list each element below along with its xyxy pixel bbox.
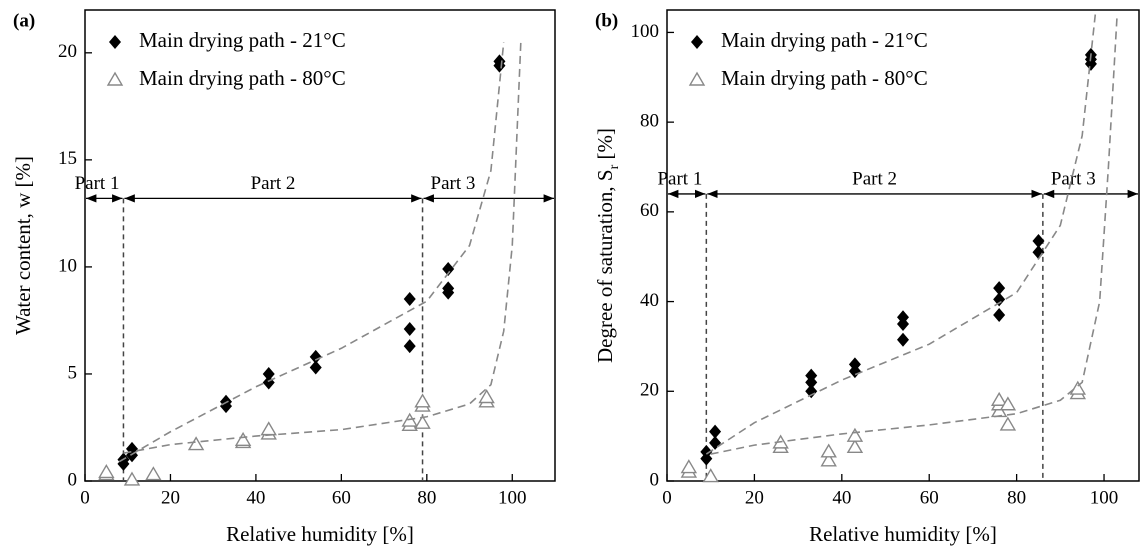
x-axis-label: Relative humidity [%] (226, 522, 414, 546)
panel: 0 20 40 60 80 100 0 5 10 15 20 Relative humidity [%… (11, 9, 556, 546)
fit-curve (118, 42, 505, 463)
point (993, 308, 1006, 323)
x-axis-label: Relative humidity [%] (809, 522, 997, 546)
y-tick-label: 0 (650, 469, 660, 490)
y-tick-label: 100 (631, 21, 660, 42)
point (700, 444, 713, 459)
x-tick-label: 60 (920, 487, 939, 508)
y-tick-label: 20 (640, 380, 659, 401)
point (403, 292, 416, 307)
point (123, 471, 141, 486)
point (805, 384, 818, 399)
point (414, 393, 431, 408)
point (260, 421, 277, 436)
point (702, 468, 719, 483)
legend-marker (691, 35, 703, 49)
y-tick-label: 20 (58, 41, 77, 62)
point (820, 452, 837, 467)
point (897, 332, 909, 347)
y-tick-label: 60 (640, 200, 659, 221)
legend-label: Main drying path - 21°C (139, 28, 346, 52)
point (414, 414, 431, 429)
y-axis-label-part: Degree of saturation, S (593, 169, 617, 363)
point (187, 436, 205, 451)
point (820, 443, 837, 458)
part-label: Part 3 (431, 173, 476, 194)
x-tick-label: 80 (1007, 487, 1026, 508)
point (846, 427, 864, 442)
point (234, 431, 252, 447)
x-tick-label: 100 (498, 487, 527, 508)
point (403, 339, 416, 354)
part-label: Part 1 (75, 173, 120, 194)
y-axis-label-part: r (607, 164, 622, 169)
y-tick-label: 80 (640, 111, 659, 132)
point (993, 292, 1006, 307)
point (805, 368, 818, 383)
point (680, 459, 698, 474)
point (493, 54, 506, 69)
panel: 0 20 40 60 80 100 0 20 40 60 80 100 Relative humidit… (593, 9, 1140, 546)
point (478, 389, 495, 404)
legend-label: Main drying path - 80°C (721, 66, 928, 90)
point (403, 321, 416, 336)
point (1032, 234, 1045, 249)
point (309, 360, 322, 375)
point (897, 310, 909, 325)
point (999, 396, 1017, 411)
legend-marker (688, 71, 706, 86)
y-axis-label-part: [%] (593, 128, 617, 165)
point (145, 466, 162, 481)
part-label: Part 1 (657, 168, 702, 189)
legend-label: Main drying path - 21°C (721, 28, 928, 52)
point (262, 366, 275, 381)
point (999, 416, 1017, 431)
x-tick-label: 60 (332, 487, 351, 508)
plot-frame (84, 9, 556, 482)
point (993, 281, 1006, 296)
fit-curve (123, 42, 522, 454)
y-tick-label: 10 (58, 255, 77, 276)
point (709, 424, 722, 439)
x-tick-label: 100 (1090, 487, 1119, 508)
x-tick-label: 80 (417, 487, 436, 508)
point (442, 281, 455, 296)
point (1069, 380, 1087, 395)
y-axis-label-part: Water content, w [%] (11, 156, 35, 335)
x-tick-label: 0 (80, 487, 90, 508)
point (990, 391, 1008, 406)
point (442, 262, 455, 277)
y-tick-label: 0 (68, 469, 78, 490)
legend-marker (106, 71, 124, 86)
y-tick-label: 40 (640, 290, 659, 311)
fit-curve (705, 14, 1097, 455)
y-tick-label: 15 (58, 148, 77, 169)
fit-curve (710, 14, 1118, 455)
legend-marker (109, 35, 121, 49)
panel-label: (a) (13, 10, 35, 31)
x-tick-label: 20 (161, 487, 180, 508)
y-axis-label: Degree of saturation, Sr [%] (593, 128, 622, 363)
point (309, 349, 322, 364)
part-label: Part 2 (251, 173, 296, 194)
x-tick-label: 40 (832, 487, 851, 508)
part-label: Part 3 (1051, 168, 1096, 189)
x-tick-label: 0 (662, 487, 672, 508)
y-axis-label: Water content, w [%] (11, 156, 35, 335)
point (848, 357, 861, 372)
legend-label: Main drying path - 80°C (139, 66, 346, 90)
point (846, 438, 864, 454)
plot-frame (666, 9, 1140, 482)
x-tick-label: 20 (745, 487, 764, 508)
x-tick-label: 40 (246, 487, 265, 508)
y-tick-label: 5 (68, 362, 78, 383)
point (98, 464, 115, 479)
part-label: Part 2 (852, 168, 897, 189)
panel-label: (b) (595, 10, 618, 31)
